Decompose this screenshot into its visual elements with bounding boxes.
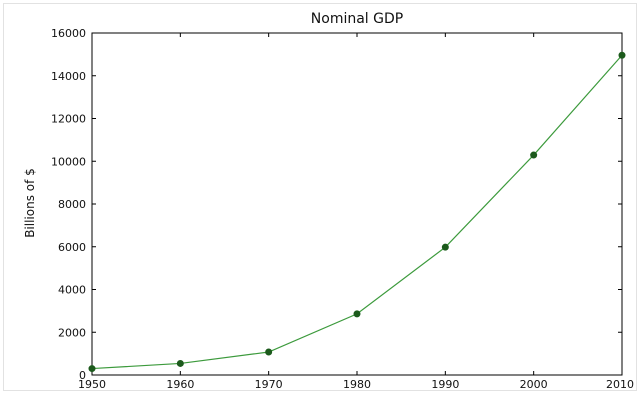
y-tick-label: 2000 <box>58 326 86 339</box>
y-axis-label: Billions of $ <box>23 168 37 238</box>
gdp-data-point <box>619 52 625 58</box>
y-tick-label: 14000 <box>51 70 86 83</box>
plot-border <box>92 33 622 375</box>
gdp-data-point <box>531 152 537 158</box>
plot-axes <box>92 33 622 375</box>
y-tick-label: 16000 <box>51 27 86 40</box>
y-tick-label: 6000 <box>58 241 86 254</box>
x-tick-label: 1990 <box>431 378 459 391</box>
gdp-data-point <box>177 360 183 366</box>
gdp-data-point <box>89 366 95 372</box>
gdp-data-point <box>442 244 448 250</box>
x-tick-label: 2000 <box>520 378 548 391</box>
tick-labels: 0200040006000800010000120001400016000195… <box>51 27 634 391</box>
gdp-data-point <box>354 311 360 317</box>
x-tick-label: 1980 <box>343 378 371 391</box>
chart-title: Nominal GDP <box>311 11 403 27</box>
y-tick-label: 10000 <box>51 155 86 168</box>
x-tick-label: 1970 <box>255 378 283 391</box>
y-tick-label: 8000 <box>58 198 86 211</box>
series-layer <box>89 52 625 371</box>
x-tick-label: 1960 <box>166 378 194 391</box>
x-tick-label: 2010 <box>606 378 634 391</box>
gdp-data-point <box>266 349 272 355</box>
y-tick-label: 4000 <box>58 284 86 297</box>
gdp-series-line <box>92 55 622 368</box>
x-tick-label: 1950 <box>78 378 106 391</box>
y-tick-label: 12000 <box>51 113 86 126</box>
